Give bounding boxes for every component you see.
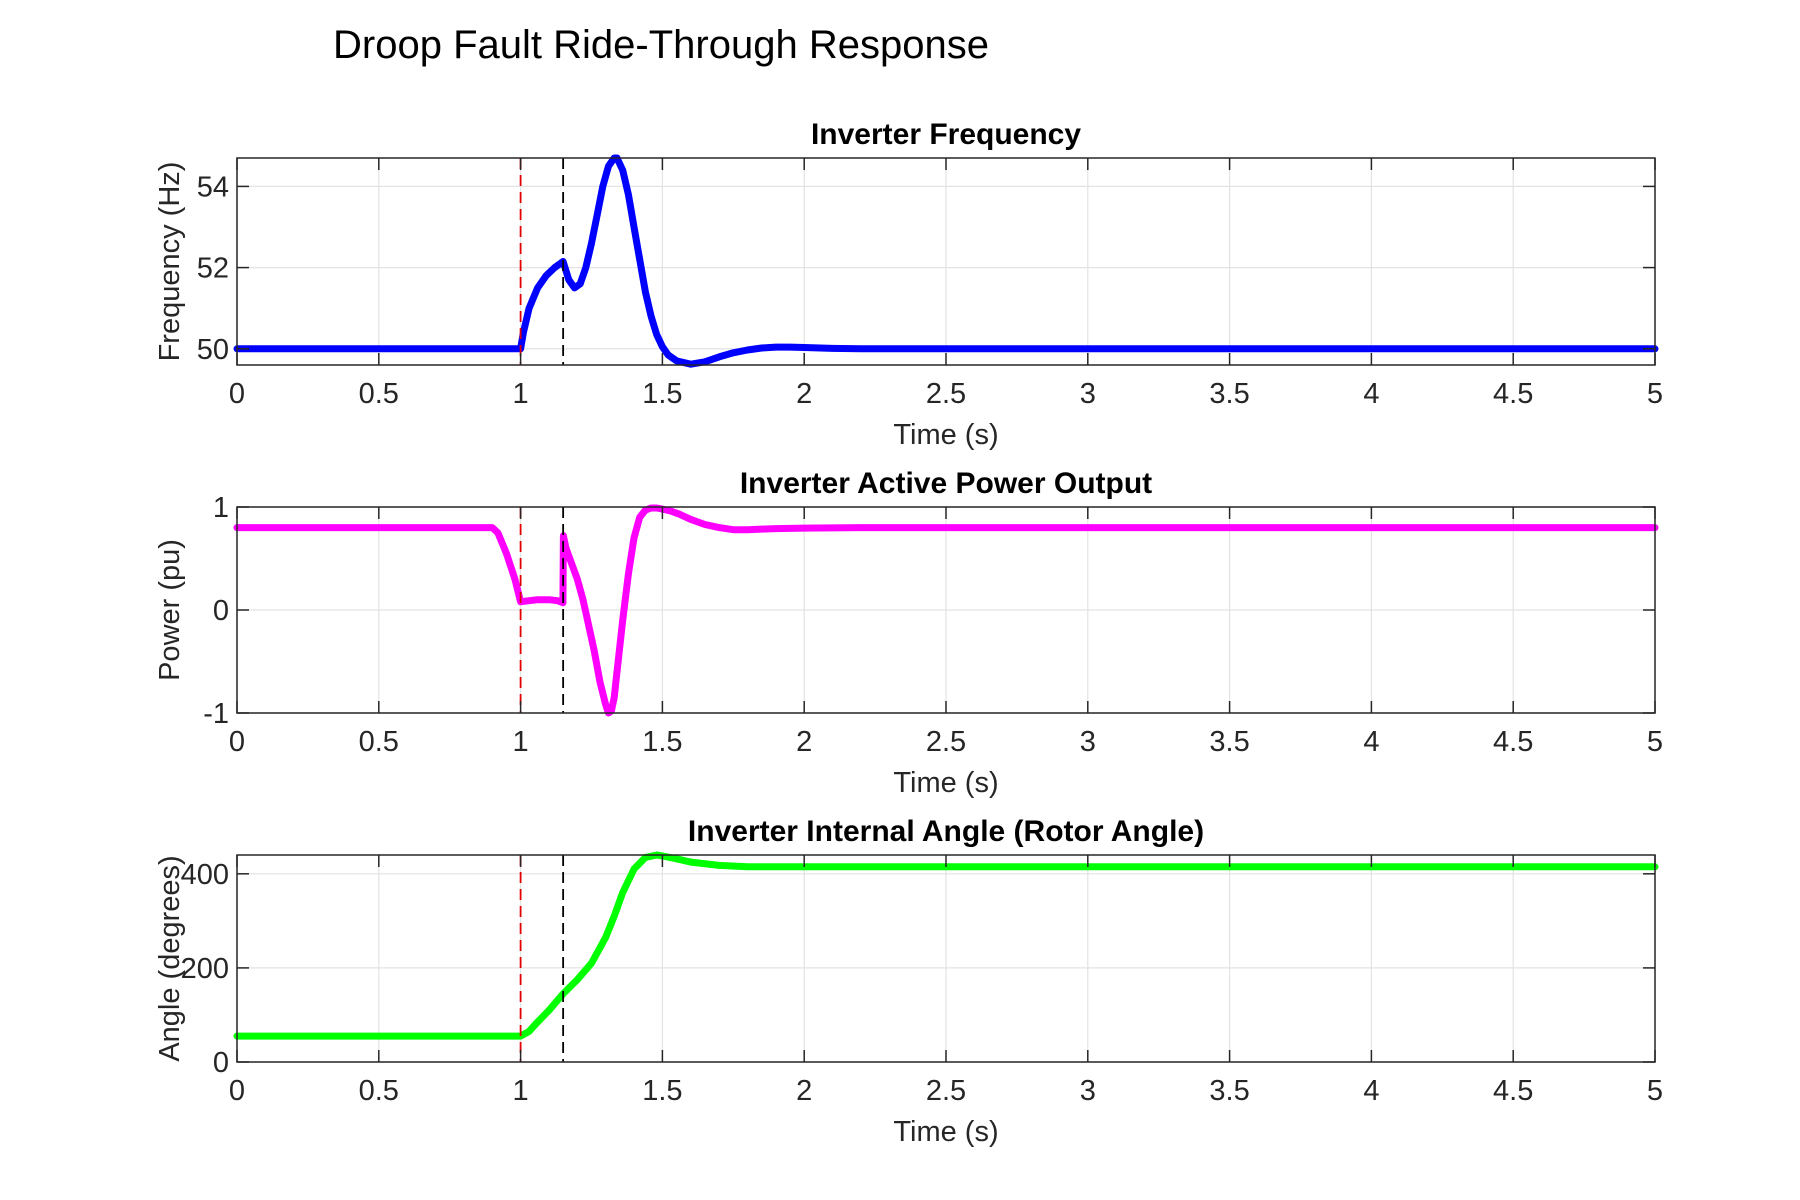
x-tick-label: 5 <box>1647 1075 1663 1107</box>
x-tick-label: 5 <box>1647 726 1663 758</box>
y-tick-label: 0 <box>213 595 229 627</box>
x-tick-label: 5 <box>1647 378 1663 410</box>
x-tick-label: 1.5 <box>642 378 682 410</box>
x-tick-label: 3.5 <box>1209 726 1249 758</box>
x-axis-label: Time (s) <box>893 419 998 451</box>
x-tick-label: 4.5 <box>1493 1075 1533 1107</box>
x-axis-label: Time (s) <box>893 1116 998 1148</box>
x-tick-label: 0 <box>229 378 245 410</box>
x-tick-label: 1 <box>513 1075 529 1107</box>
x-tick-label: 0.5 <box>359 1075 399 1107</box>
y-tick-label: 1 <box>213 492 229 524</box>
figure-title: Droop Fault Ride-Through Response <box>333 23 989 67</box>
x-tick-label: 0.5 <box>359 378 399 410</box>
x-tick-label: 3.5 <box>1209 378 1249 410</box>
x-tick-label: 0 <box>229 1075 245 1107</box>
x-tick-label: 2.5 <box>926 378 966 410</box>
subplot-title: Inverter Active Power Output <box>740 467 1152 500</box>
y-tick-label: 0 <box>213 1047 229 1079</box>
x-tick-label: 3.5 <box>1209 1075 1249 1107</box>
y-tick-label: 52 <box>197 253 229 285</box>
x-tick-label: 4 <box>1363 726 1379 758</box>
x-tick-label: 1.5 <box>642 1075 682 1107</box>
x-tick-label: 0 <box>229 726 245 758</box>
x-tick-label: 4 <box>1363 378 1379 410</box>
subplot-frequency: 0 0.5 1 1.5 2 2.5 3 3.5 4 4.5 5 50 52 54 Inverter Freq… <box>154 118 1663 451</box>
x-axis-label: Time (s) <box>893 767 998 799</box>
series-line-power <box>233 504 1659 717</box>
series-line-frequency <box>233 154 1659 368</box>
y-tick-label: 400 <box>181 859 229 891</box>
x-tick-label: 2 <box>796 1075 812 1107</box>
y-tick-label: 50 <box>197 334 229 366</box>
x-tick-label: 3 <box>1080 726 1096 758</box>
x-tick-label: 2 <box>796 726 812 758</box>
subplot-angle: 0 0.5 1 1.5 2 2.5 3 3.5 4 4.5 5 0 200 400 Inverter Int… <box>154 815 1663 1148</box>
y-tick-label: 54 <box>197 171 229 203</box>
x-tick-label: 2.5 <box>926 1075 966 1107</box>
x-tick-label: 1 <box>513 726 529 758</box>
x-tick-label: 3 <box>1080 1075 1096 1107</box>
x-tick-label: 1.5 <box>642 726 682 758</box>
x-tick-label: 3 <box>1080 378 1096 410</box>
y-tick-label: 200 <box>181 953 229 985</box>
x-tick-label: 4.5 <box>1493 378 1533 410</box>
x-tick-label: 4 <box>1363 1075 1379 1107</box>
y-axis-label: Angle (degrees) <box>154 855 186 1061</box>
x-tick-label: 1 <box>513 378 529 410</box>
y-axis-label: Power (pu) <box>154 539 186 681</box>
y-tick-label: -1 <box>203 698 229 730</box>
subplot-title: Inverter Frequency <box>811 118 1081 151</box>
subplot-title: Inverter Internal Angle (Rotor Angle) <box>688 815 1204 848</box>
x-tick-label: 2.5 <box>926 726 966 758</box>
x-tick-label: 4.5 <box>1493 726 1533 758</box>
x-tick-label: 0.5 <box>359 726 399 758</box>
x-tick-label: 2 <box>796 378 812 410</box>
y-axis-label: Frequency (Hz) <box>154 162 186 362</box>
series-line-angle <box>233 851 1659 1040</box>
